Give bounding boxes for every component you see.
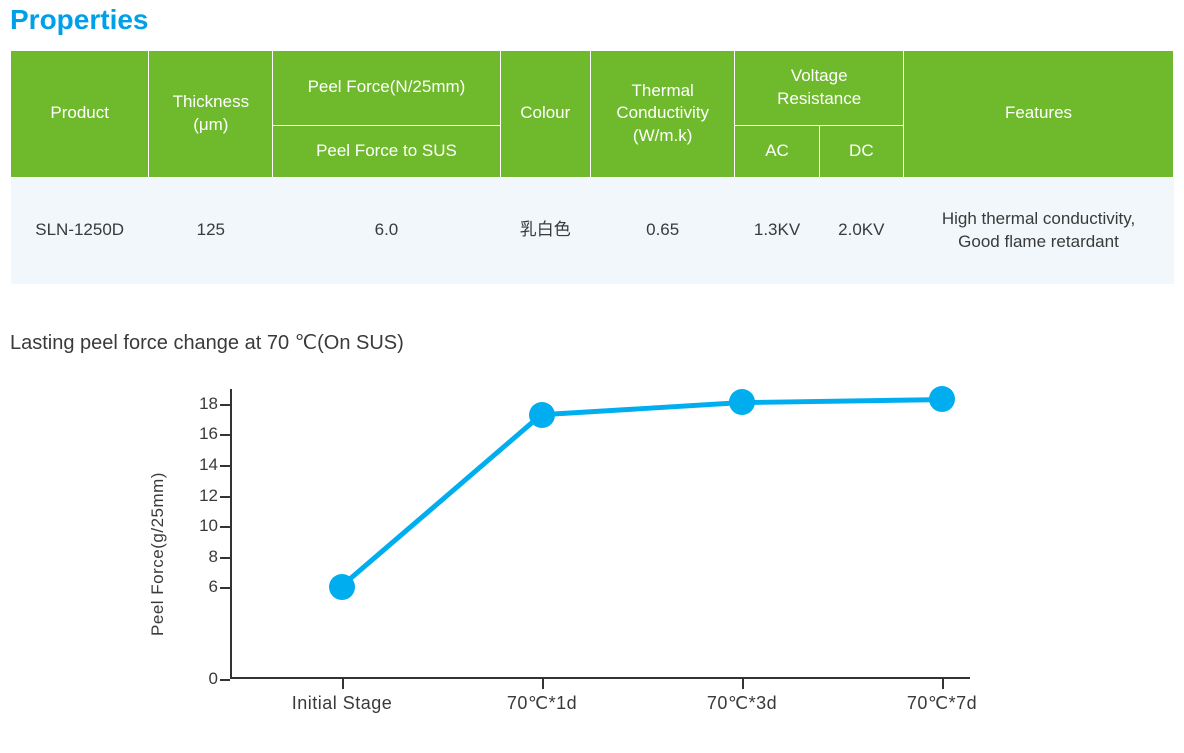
col-voltage-ac: AC — [735, 125, 819, 177]
col-features: Features — [904, 51, 1174, 178]
chart-ytick-label: 14 — [199, 455, 218, 475]
chart-ylabel: Peel Force(g/25mm) — [148, 472, 168, 636]
col-thickness: Thickness(μm) — [149, 51, 273, 178]
chart-ytick — [220, 465, 230, 467]
chart-ytick — [220, 587, 230, 589]
chart-ytick-label: 10 — [199, 516, 218, 536]
chart-ytick — [220, 404, 230, 406]
peel-force-chart: Peel Force(g/25mm) 0681012141618Initial … — [180, 379, 1000, 729]
cell-thermal: 0.65 — [590, 177, 734, 283]
col-colour: Colour — [500, 51, 590, 178]
chart-ytick-label: 6 — [209, 577, 218, 597]
cell-thickness: 125 — [149, 177, 273, 283]
chart-line-svg — [232, 389, 970, 677]
chart-marker — [729, 389, 755, 415]
cell-colour: 乳白色 — [500, 177, 590, 283]
chart-marker — [529, 402, 555, 428]
chart-xtick — [342, 679, 344, 689]
chart-marker — [329, 574, 355, 600]
chart-ytick — [220, 434, 230, 436]
properties-table: Product Thickness(μm) Peel Force(N/25mm)… — [10, 50, 1174, 284]
chart-marker — [929, 386, 955, 412]
col-product: Product — [11, 51, 149, 178]
col-peel-force-group: Peel Force(N/25mm) — [273, 51, 500, 126]
table-row: SLN-1250D 125 6.0 乳白色 0.65 1.3KV 2.0KV H… — [11, 177, 1174, 283]
col-voltage-dc: DC — [819, 125, 903, 177]
col-thermal: ThermalConductivity(W/m.k) — [590, 51, 734, 178]
chart-ytick-label: 16 — [199, 424, 218, 444]
chart-ytick-label: 8 — [209, 547, 218, 567]
chart-plot-area: 0681012141618Initial Stage70℃*1d70℃*3d70… — [230, 389, 970, 679]
col-voltage-group: VoltageResistance — [735, 51, 904, 126]
cell-ac: 1.3KV — [735, 177, 819, 283]
chart-ytick-label: 0 — [209, 669, 218, 689]
chart-ytick — [220, 557, 230, 559]
section-title: Properties — [10, 4, 1174, 36]
chart-xtick-label: Initial Stage — [292, 693, 393, 714]
chart-subtitle: Lasting peel force change at 70 ℃(On SUS… — [10, 330, 1174, 355]
chart-xtick — [942, 679, 944, 689]
cell-features: High thermal conductivity,Good flame ret… — [904, 177, 1174, 283]
chart-ytick — [220, 679, 230, 681]
cell-peel-force: 6.0 — [273, 177, 500, 283]
chart-ytick-label: 12 — [199, 486, 218, 506]
chart-series-line — [342, 399, 940, 585]
chart-xtick — [742, 679, 744, 689]
col-peel-force-sub: Peel Force to SUS — [273, 125, 500, 177]
cell-product: SLN-1250D — [11, 177, 149, 283]
chart-xtick-label: 70℃*1d — [507, 693, 577, 714]
chart-xtick-label: 70℃*7d — [907, 693, 977, 714]
cell-dc: 2.0KV — [819, 177, 903, 283]
chart-xtick-label: 70℃*3d — [707, 693, 777, 714]
chart-ytick — [220, 526, 230, 528]
chart-ytick — [220, 496, 230, 498]
chart-ytick-label: 18 — [199, 394, 218, 414]
chart-xtick — [542, 679, 544, 689]
